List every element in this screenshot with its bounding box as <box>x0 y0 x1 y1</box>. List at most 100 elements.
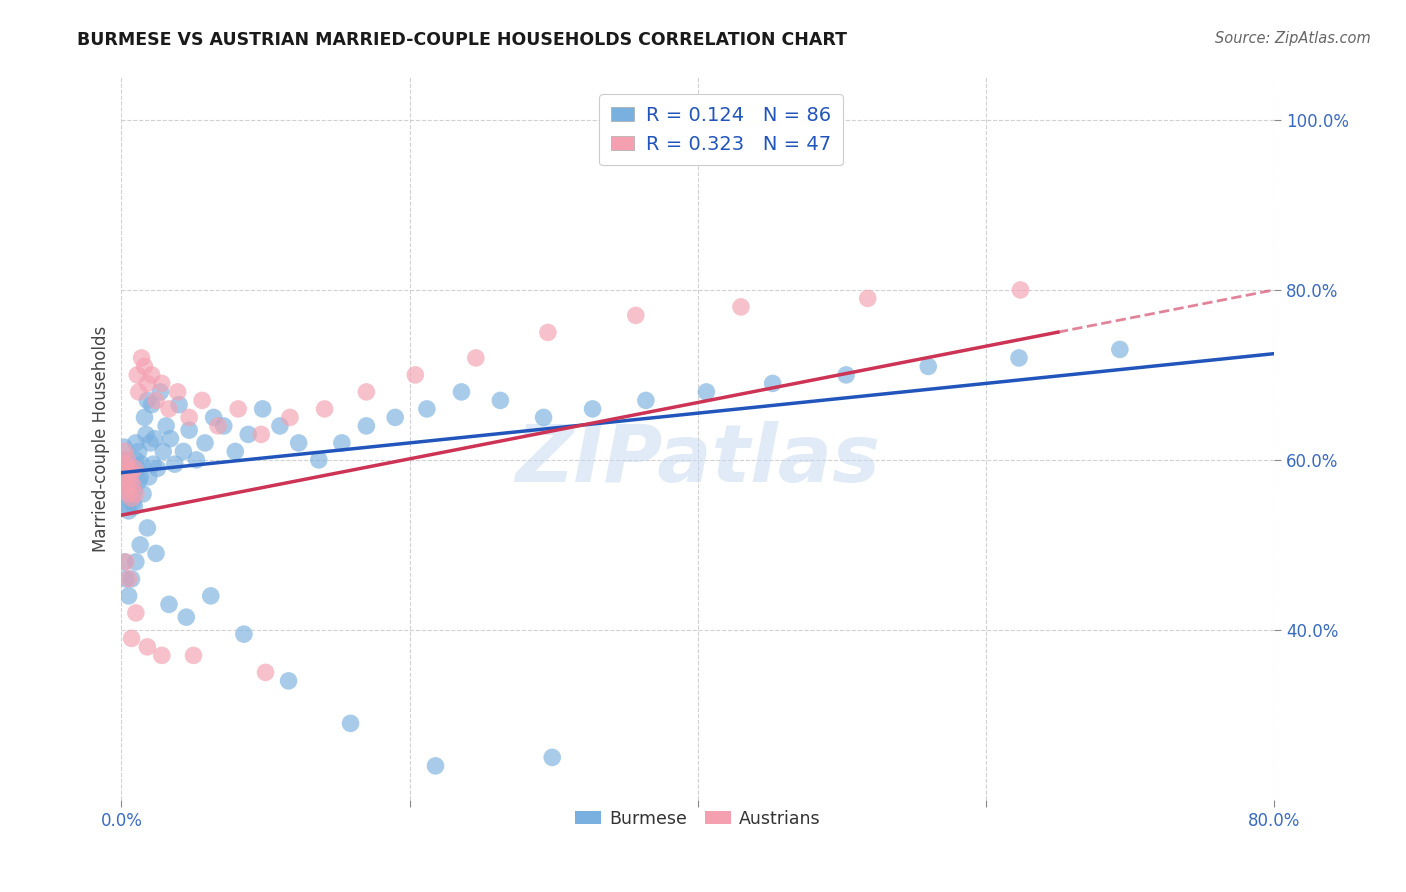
Point <box>143 432 166 446</box>
Point <box>122 478 145 492</box>
Point <box>114 457 136 471</box>
Point <box>356 418 378 433</box>
Point <box>127 368 149 382</box>
Point <box>120 487 142 501</box>
Text: Source: ZipAtlas.com: Source: ZipAtlas.com <box>1215 31 1371 46</box>
Point <box>835 368 858 382</box>
Point <box>136 640 159 654</box>
Point <box>117 572 139 586</box>
Point <box>172 444 194 458</box>
Point <box>128 384 150 399</box>
Point <box>125 436 148 450</box>
Point <box>146 461 169 475</box>
Point <box>112 444 135 458</box>
Point <box>114 572 136 586</box>
Point <box>278 410 301 425</box>
Point <box>186 453 208 467</box>
Point <box>117 487 139 501</box>
Point <box>115 478 138 492</box>
Point <box>152 444 174 458</box>
Point <box>917 359 939 374</box>
Point <box>121 474 143 488</box>
Point <box>1108 343 1130 357</box>
Point <box>115 453 138 467</box>
Point <box>179 423 201 437</box>
Point <box>232 627 254 641</box>
Text: ZIPatlas: ZIPatlas <box>515 421 880 500</box>
Point <box>450 384 472 399</box>
Point <box>1008 351 1031 365</box>
Point <box>125 555 148 569</box>
Point <box>121 632 143 646</box>
Point <box>145 546 167 560</box>
Point <box>111 478 134 492</box>
Point <box>127 461 149 475</box>
Point <box>314 401 336 416</box>
Point <box>138 470 160 484</box>
Point <box>112 555 135 569</box>
Point <box>145 393 167 408</box>
Point <box>125 487 148 501</box>
Point <box>121 572 143 586</box>
Point <box>200 589 222 603</box>
Point <box>212 418 235 433</box>
Point <box>464 351 486 365</box>
Point <box>856 292 879 306</box>
Point <box>117 461 139 475</box>
Point <box>207 418 229 433</box>
Point <box>183 648 205 663</box>
Point <box>114 491 136 505</box>
Point <box>124 461 146 475</box>
Point <box>250 427 273 442</box>
Point <box>404 368 426 382</box>
Point <box>122 478 145 492</box>
Point <box>695 384 717 399</box>
Point <box>191 393 214 408</box>
Point <box>287 436 309 450</box>
Point <box>124 483 146 497</box>
Point <box>533 410 555 425</box>
Point <box>277 673 299 688</box>
Point <box>581 401 603 416</box>
Point <box>117 589 139 603</box>
Point <box>308 453 330 467</box>
Point <box>149 384 172 399</box>
Point <box>730 300 752 314</box>
Point <box>139 436 162 450</box>
Point <box>132 487 155 501</box>
Point <box>150 648 173 663</box>
Point <box>155 418 177 433</box>
Point <box>114 483 136 497</box>
Point <box>179 410 201 425</box>
Point <box>254 665 277 680</box>
Point <box>202 410 225 425</box>
Point <box>238 427 260 442</box>
Point <box>537 326 560 340</box>
Point <box>226 401 249 416</box>
Point <box>330 436 353 450</box>
Point <box>194 436 217 450</box>
Point <box>157 401 180 416</box>
Point <box>115 478 138 492</box>
Point <box>112 461 135 475</box>
Point <box>174 610 197 624</box>
Point <box>117 504 139 518</box>
Point <box>120 474 142 488</box>
Point <box>115 457 138 471</box>
Point <box>136 521 159 535</box>
Point <box>541 750 564 764</box>
Text: BURMESE VS AUSTRIAN MARRIED-COUPLE HOUSEHOLDS CORRELATION CHART: BURMESE VS AUSTRIAN MARRIED-COUPLE HOUSE… <box>77 31 848 49</box>
Point <box>141 368 163 382</box>
Point <box>125 453 148 467</box>
Y-axis label: Married-couple Households: Married-couple Households <box>93 326 110 552</box>
Point <box>131 351 153 365</box>
Point <box>762 376 785 391</box>
Point <box>112 470 135 484</box>
Point <box>624 309 647 323</box>
Point <box>129 538 152 552</box>
Point <box>125 606 148 620</box>
Point <box>166 384 188 399</box>
Point <box>135 427 157 442</box>
Point <box>356 384 378 399</box>
Point <box>224 444 246 458</box>
